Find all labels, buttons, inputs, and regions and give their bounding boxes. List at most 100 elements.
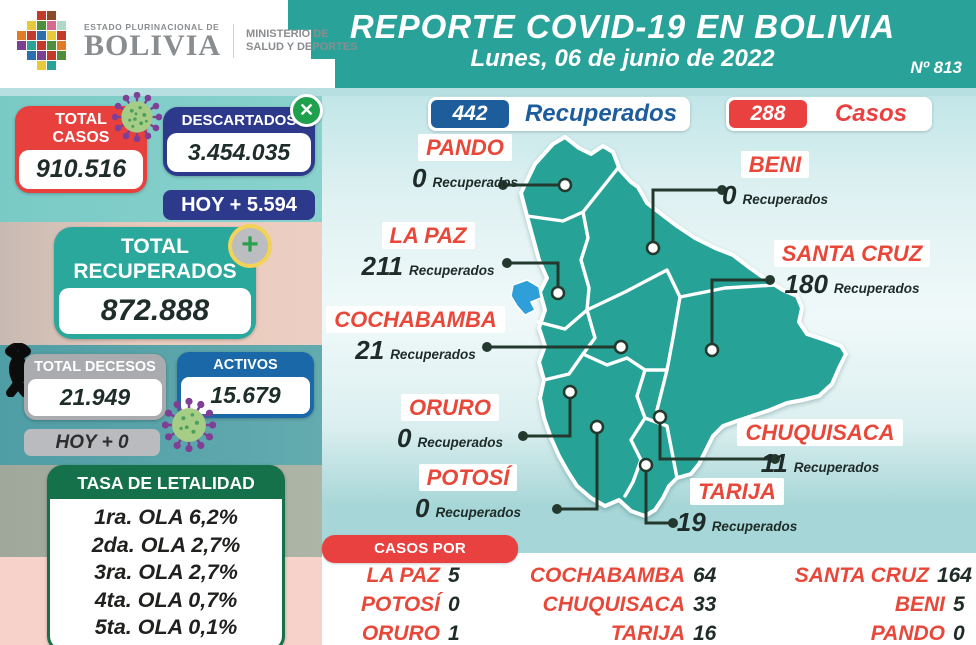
dept-name: PANDO [418,134,512,161]
total-casos-value: 910.516 [19,150,143,189]
tasa-letalidad-title: TASA DE LETALIDAD [50,468,282,499]
department-borders [525,166,777,498]
cases-by-department-title: CASOS POR DEPARTAMENTO [322,535,518,585]
dept-name: COCHABAMBA [326,306,505,333]
total-recuperados-box: TOTAL RECUPERADOS 872.888 [54,227,256,339]
dept-recovered: 0 [412,163,427,193]
bolivia-coat-logo: ESTADO PLURINACIONAL DE BOLIVIA MINISTER… [16,10,358,72]
dept-cases: 5 [448,563,460,587]
dept-recovered: 211 [361,251,403,281]
dept-name: BENI [894,592,945,616]
dept-recovered: 0 [397,423,412,453]
map-dots [550,177,720,473]
tasa-letalidad-rows: 1ra. OLA 6,2% 2da. OLA 2,7% 3ra. OLA 2,7… [50,499,282,645]
recuperados-total-value: 442 [431,100,509,128]
table-row: POTOSÍ 0 CHUQUISACA 33 BENI 5 [330,590,972,619]
casos-total-label: Casos [834,100,908,127]
logo-bolivia-text: BOLIVIA [84,29,222,62]
plus-icon: + [228,224,272,268]
dept-cases: 0 [448,592,460,616]
bottom-panel [322,553,976,645]
tasa-row: 4ta. OLA 0,7% [94,587,238,612]
total-decesos-value: 21.949 [28,379,162,416]
dept-cases: 16 [693,621,717,645]
activos-box: ACTIVOS 15.679 [177,352,314,418]
dept-recovered: 11 [760,448,788,478]
mourning-ribbon-icon [5,343,31,397]
logo-divider [233,24,235,58]
dept-name: BENI [740,151,810,178]
descartados-hoy-pill: HOY + 5.594 [163,190,315,220]
dept-recovered: 0 [415,493,430,523]
logo-estado-text: ESTADO PLURINACIONAL DE [84,22,220,32]
total-recuperados-label: TOTAL RECUPERADOS [73,235,237,283]
dept-name: ORURO [361,621,440,645]
recuperados-total-badge: 442 Recuperados [428,97,690,131]
dept-name: POTOSÍ [418,464,518,491]
dept-name: TARIJA [610,621,685,645]
map-label-beni: BENI 0 Recuperados [722,151,828,210]
tasa-row: 3ra. OLA 2,7% [94,560,238,584]
descartados-value: 3.454.035 [167,133,311,172]
dept-cases: 5 [953,592,965,616]
lake-titicaca [510,279,542,316]
leader-lines [487,183,775,525]
close-x-icon: ✕ [290,94,323,127]
map-label-oruro: ORURO 0 Recuperados [397,394,503,453]
map-label-la-paz: LA PAZ 211 Recuperados [361,222,495,281]
virus-icon [162,398,216,452]
bolivia-map [482,135,848,528]
total-recuperados-value: 872.888 [59,288,251,334]
dept-recovered: 21 [355,335,385,365]
title-block: REPORTE COVID-19 EN BOLIVIA Lunes, 06 de… [345,9,900,73]
recuperados-total-label: Recuperados [524,100,678,127]
dept-cases: 164 [936,563,972,587]
tasa-row: 5ta. OLA 0,1% [94,615,238,639]
dept-cases: 64 [693,563,717,587]
activos-label: ACTIVOS [213,357,278,373]
dept-recovered: 0 [722,180,737,210]
ministry-name: MINISTERIO DE SALUD Y DEPORTES [246,28,358,53]
tasa-row: 2da. OLA 2,7% [91,532,241,557]
decesos-hoy-pill: HOY + 0 [24,429,160,456]
total-decesos-box: TOTAL DECESOS 21.949 [24,354,166,420]
label-dots [482,180,780,528]
map-label-chuquisaca: CHUQUISACA 11 Recuperados [737,419,903,479]
dept-name: PANDO [870,621,945,645]
dept-cases: 33 [693,592,717,616]
chakana-mosaic-icon [17,11,66,70]
dept-name: ORURO [401,394,499,421]
logo-text: ESTADO PLURINACIONAL DE BOLIVIA [84,22,222,62]
dept-recovered: 19 [676,507,706,537]
cases-by-department-table: LA PAZ 5 COCHABAMBA 64 SANTA CRUZ 164 POTOS… [330,561,972,645]
descartados-label: DESCARTADOS [181,112,297,129]
map-label-santa-cruz: SANTA CRUZ 180 Recuperados [772,240,932,300]
activos-value: 15.679 [181,377,310,414]
table-row: LA PAZ 5 COCHABAMBA 64 SANTA CRUZ 164 [330,561,973,590]
dept-name: CHUQUISACA [542,592,685,616]
descartados-box: DESCARTADOS 3.454.035 [163,107,315,176]
dept-name: CHUQUISACA [737,419,903,446]
table-row: ORURO 1 TARIJA 16 PANDO 0 [330,619,972,645]
dept-name: LA PAZ [381,222,475,249]
dept-cases: 0 [953,621,965,645]
dept-name: SANTA CRUZ [794,563,929,587]
tasa-row: 1ra. OLA 6,2% [94,505,238,529]
dept-name: TARIJA [690,478,784,505]
map-label-tarija: TARIJA 19 Recuperados [676,478,798,537]
map-label-cochabamba: COCHABAMBA 21 Recuperados [326,306,505,366]
report-number: Nº 813 [910,58,962,77]
dept-name: POTOSÍ [361,592,440,616]
dept-recovered: 180 [784,269,828,299]
dept-cases: 1 [448,621,460,645]
dept-name: SANTA CRUZ [773,240,931,267]
virus-icon [112,92,162,142]
header-teal-band [288,0,976,88]
tasa-letalidad-box: TASA DE LETALIDAD 1ra. OLA 6,2% 2da. OLA… [47,465,285,645]
total-decesos-label: TOTAL DECESOS [34,359,156,375]
casos-total-value: 288 [729,100,807,128]
header-substrip [0,88,976,96]
dept-name: LA PAZ [366,563,441,587]
dept-name: COCHABAMBA [529,563,685,587]
